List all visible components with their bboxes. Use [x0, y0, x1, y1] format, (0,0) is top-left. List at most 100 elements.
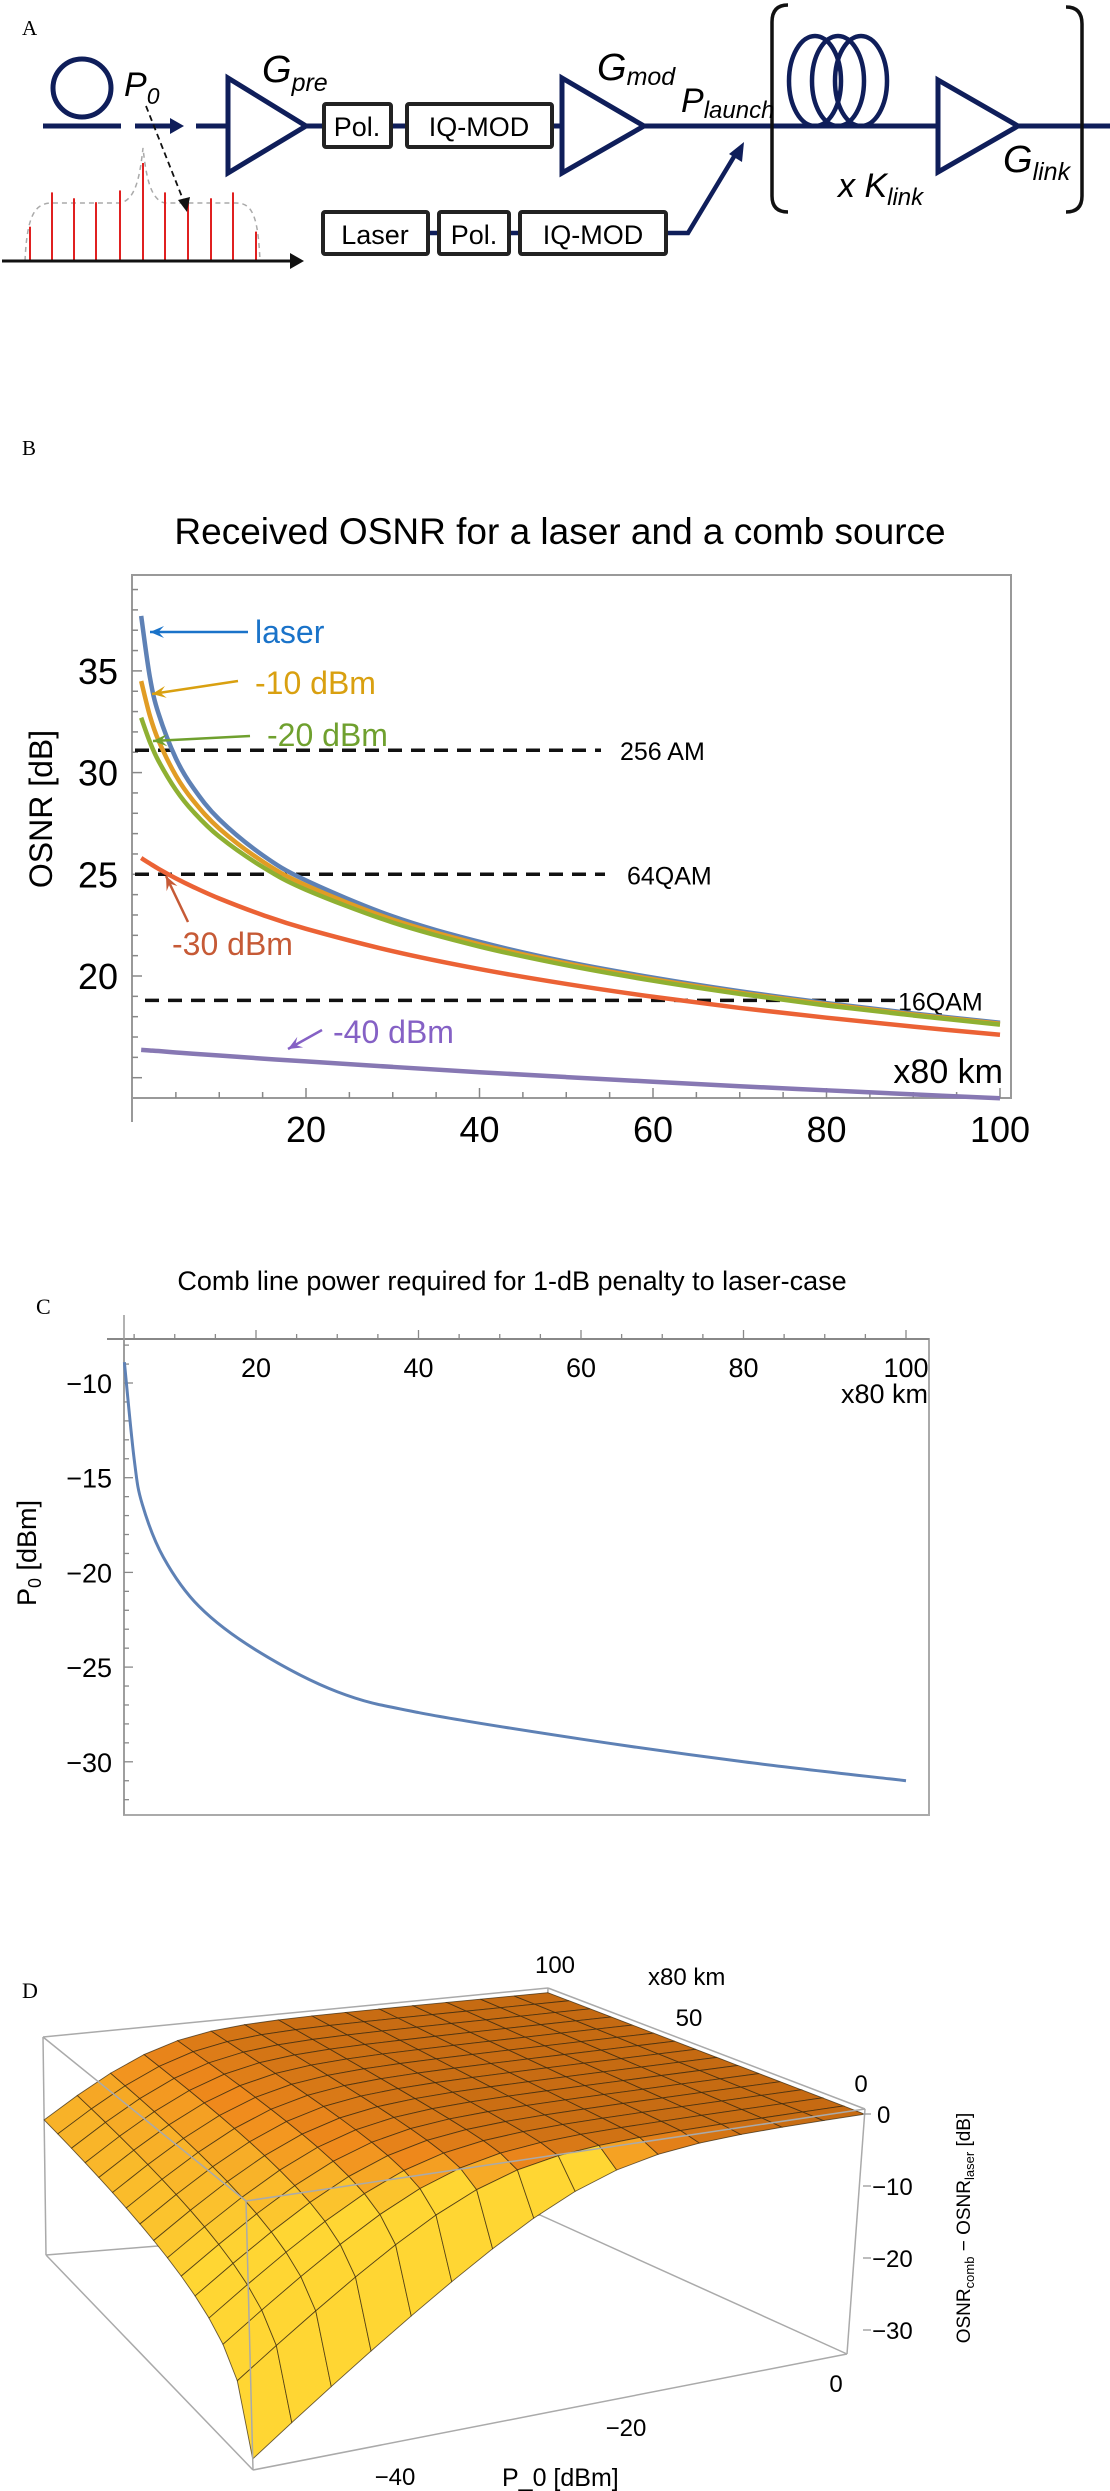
x-tick-label: 80	[728, 1353, 758, 1383]
threshold-label: 64QAM	[627, 862, 712, 890]
series-annotation-arrow-head-icon	[288, 1036, 304, 1049]
x-tick-label: 60	[566, 1353, 596, 1383]
y-tick-label: 20	[78, 956, 118, 997]
frequency-axis-arrow-icon	[290, 253, 304, 269]
link-amplifier-triangle-icon	[935, 75, 1024, 177]
series-line	[139, 856, 1001, 1038]
gpre-label: Gpre	[262, 49, 328, 97]
chart-d-xlabel: P_0 [dBm]	[502, 2464, 619, 2491]
x-tick-label: 100	[883, 1353, 928, 1383]
y-tick-label: −20	[66, 1558, 112, 1588]
box-edge	[42, 2036, 47, 2256]
chart-c-ylabel: P0 [dBm]	[12, 1500, 45, 1606]
x-tick-label: −40	[375, 2464, 416, 2491]
series-annotation-arrow-head-icon	[153, 734, 168, 747]
iq-mod-box-1: IQ-MOD	[405, 102, 554, 149]
panel-label-a: A	[22, 16, 38, 40]
iq-mod-box-2: IQ-MOD	[518, 210, 668, 256]
series-annotation-arrow-line	[152, 734, 251, 743]
series-label: -10 dBm	[255, 665, 376, 701]
y-tick-label: −10	[66, 1369, 112, 1399]
chart-c-title: Comb line power required for 1-dB penalt…	[177, 1266, 846, 1296]
x-tick-label: 100	[970, 1109, 1030, 1150]
series-label: -20 dBm	[267, 717, 388, 753]
chart-b-frame	[131, 574, 1012, 1099]
laser-box: Laser	[321, 210, 430, 256]
klink-label: x Klink	[836, 167, 925, 211]
glink-label: Glink	[1003, 139, 1072, 186]
chart-b-xlabel: x80 km	[893, 1053, 1003, 1091]
panel-c-power-chart: Comb line power required for 1-dB penalt…	[12, 1266, 930, 1816]
chart-b-series	[138, 615, 1001, 1101]
z-tick-label: −20	[872, 2246, 913, 2273]
x-tick-label: 40	[459, 1109, 499, 1150]
chart-c-series	[122, 1362, 907, 1783]
y-tick-label: −30	[66, 1748, 112, 1778]
preamplifier-triangle-icon	[225, 73, 311, 178]
series-label: -40 dBm	[333, 1014, 454, 1050]
pol-box-2: Pol.	[437, 210, 511, 256]
chart-d-zlabel: OSNRcomb − OSNRlaser [dB]	[954, 2113, 977, 2344]
iq-mod-box-1-label: IQ-MOD	[429, 112, 530, 142]
y-tick-label: 100	[535, 1952, 575, 1979]
gmod-label: Gmod	[597, 47, 676, 91]
x-tick-label: 20	[241, 1353, 271, 1383]
pol-box-2-label: Pol.	[451, 220, 498, 250]
chart-b-annotations: laser -10 dBm -20 dBm -30 dBm -40 dBm	[150, 614, 454, 1051]
box-edge	[245, 2108, 866, 2202]
z-tick-label: −10	[872, 2174, 913, 2201]
box-edge	[245, 2200, 254, 2471]
y-tick-label: 25	[78, 854, 118, 895]
p0-pointer-arrow-icon	[178, 197, 190, 212]
series-annotation-arrow-line	[164, 875, 190, 923]
chart-d-box-front	[42, 2036, 866, 2471]
series-label: -30 dBm	[172, 926, 293, 962]
box-edge	[252, 2353, 848, 2471]
repeat-bracket	[770, 3, 1084, 214]
panel-a-diagram: A Pol. IQ-MOD	[2, 3, 1110, 269]
iq-mod-box-2-label: IQ-MOD	[543, 220, 644, 250]
y-tick-label: 35	[78, 651, 118, 692]
box-edge	[42, 2036, 247, 2202]
panel-label-d: D	[22, 1978, 38, 2003]
box-edge	[539, 2214, 848, 2355]
series-label: laser	[255, 614, 325, 650]
z-tick-label: −30	[872, 2318, 913, 2345]
threshold-label: 256 AM	[620, 738, 705, 766]
chart-d-surface	[43, 1992, 867, 2460]
y-tick-label: 0	[854, 2071, 867, 2098]
laser-box-label: Laser	[341, 220, 409, 250]
microring-resonator-icon	[50, 56, 114, 120]
series-annotation-arrow-head-icon	[150, 626, 164, 638]
x-tick-label: −20	[606, 2415, 647, 2442]
fiber-spool-icon	[786, 33, 890, 129]
x-tick-label: 80	[806, 1109, 846, 1150]
series-annotation-arrow-head-icon	[166, 876, 178, 892]
pol-box-1-label: Pol.	[334, 112, 381, 142]
p0-pointer-dashed	[145, 105, 185, 203]
box-edge	[547, 1987, 866, 2110]
chart-b-ylabel: OSNR [dB]	[23, 730, 59, 888]
box-edge	[45, 2254, 254, 2471]
y-tick-label: 50	[676, 2005, 703, 2032]
y-tick-label: −15	[66, 1464, 112, 1494]
series-annotation-arrow-line	[151, 679, 239, 696]
comb-envelope	[24, 147, 261, 262]
x-tick-label: 40	[403, 1353, 433, 1383]
series-line	[122, 1362, 907, 1783]
y-tick-label: −25	[66, 1653, 112, 1683]
chart-b-title: Received OSNR for a laser and a comb sou…	[174, 511, 945, 552]
series-line	[141, 1047, 1001, 1101]
pol-box-1: Pol.	[322, 102, 393, 149]
comb-lines	[29, 163, 257, 261]
signal-arrow-head-icon	[170, 118, 184, 134]
series-line	[139, 716, 1001, 1027]
panel-b-osnr-chart: B Received OSNR for a laser and a comb s…	[22, 436, 1030, 1150]
series-annotation-arrow-head-icon	[152, 685, 167, 698]
z-tick-label: 0	[877, 2102, 890, 2129]
chart-b-ticks: 20 25 30 35 20 40 60 80 100	[78, 588, 1030, 1150]
box-edge	[42, 1987, 549, 2038]
